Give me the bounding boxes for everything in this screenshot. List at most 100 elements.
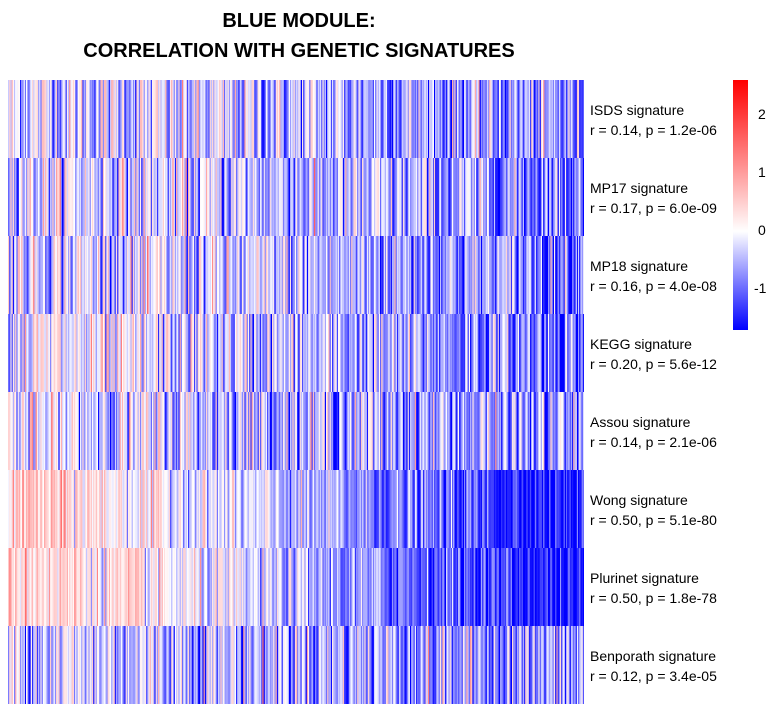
- heatmap-cell: [321, 626, 323, 704]
- heatmap-cell: [358, 158, 360, 236]
- heatmap-cell: [212, 80, 214, 158]
- heatmap-cell: [491, 470, 494, 548]
- heatmap-cell: [455, 626, 458, 704]
- heatmap-cell: [215, 392, 218, 470]
- heatmap-cell: [132, 80, 135, 158]
- heatmap-cell: [59, 470, 62, 548]
- heatmap-cell: [238, 158, 240, 236]
- heatmap-cell: [418, 158, 420, 236]
- heatmap-cell: [52, 626, 54, 704]
- heatmap-cell: [402, 314, 405, 392]
- heatmap-cell: [27, 548, 29, 626]
- heatmap-cell: [310, 314, 312, 392]
- heatmap-cell: [341, 80, 344, 158]
- heatmap-cell: [502, 626, 504, 704]
- heatmap-cell: [116, 470, 118, 548]
- heatmap-cell: [431, 80, 434, 158]
- heatmap-cell: [347, 236, 350, 314]
- heatmap-cell: [507, 548, 509, 626]
- heatmap-cell: [72, 236, 75, 314]
- heatmap-cell: [382, 80, 384, 158]
- heatmap-cell: [552, 80, 555, 158]
- heatmap-cell: [59, 158, 62, 236]
- heatmap-cell: [135, 314, 137, 392]
- heatmap-cell: [465, 236, 467, 314]
- heatmap-cell: [75, 626, 77, 704]
- heatmap-cell: [422, 548, 424, 626]
- heatmap-cell: [258, 80, 261, 158]
- heatmap-cell: [438, 314, 441, 392]
- heatmap-cell: [149, 392, 152, 470]
- heatmap-cell: [290, 392, 292, 470]
- heatmap-cell: [328, 236, 330, 314]
- heatmap-cell: [440, 392, 442, 470]
- heatmap-cell: [384, 314, 387, 392]
- heatmap-cell: [291, 548, 293, 626]
- heatmap-cell: [473, 158, 476, 236]
- heatmap-cell: [221, 236, 224, 314]
- heatmap-cell: [335, 626, 338, 704]
- heatmap-cell: [362, 80, 364, 158]
- heatmap-cell: [242, 470, 244, 548]
- heatmap-cell: [446, 626, 448, 704]
- heatmap-cell: [477, 470, 479, 548]
- heatmap-cell: [555, 314, 557, 392]
- heatmap-cell: [462, 236, 465, 314]
- heatmap-cell: [106, 158, 108, 236]
- heatmap-cell: [450, 548, 453, 626]
- heatmap-cell: [524, 80, 526, 158]
- heatmap-cell: [437, 548, 440, 626]
- heatmap-cell: [441, 158, 443, 236]
- heatmap-cell: [141, 80, 143, 158]
- heatmap-cell: [539, 470, 542, 548]
- heatmap-cell: [11, 548, 14, 626]
- heatmap-cell: [198, 236, 201, 314]
- heatmap-cell: [172, 314, 174, 392]
- heatmap-cell: [413, 470, 416, 548]
- heatmap-cell: [167, 158, 170, 236]
- heatmap-cell: [261, 314, 263, 392]
- heatmap-cell: [81, 626, 83, 704]
- heatmap-cell: [197, 548, 200, 626]
- heatmap-cell: [156, 392, 159, 470]
- heatmap-cell: [273, 548, 275, 626]
- heatmap-cell: [323, 158, 326, 236]
- heatmap-cell: [376, 626, 378, 704]
- heatmap-cell: [338, 470, 340, 548]
- heatmap-cell: [149, 314, 152, 392]
- heatmap-cell: [213, 80, 215, 158]
- heatmap-cell: [581, 314, 584, 392]
- heatmap-cell: [42, 548, 45, 626]
- heatmap-cell: [190, 470, 192, 548]
- heatmap-cell: [509, 548, 512, 626]
- heatmap-cell: [359, 158, 362, 236]
- heatmap-cell: [140, 314, 142, 392]
- heatmap-cell: [18, 80, 21, 158]
- heatmap-cell: [76, 626, 78, 704]
- heatmap-cell: [563, 626, 566, 704]
- heatmap-cell: [464, 626, 466, 704]
- heatmap-cell: [220, 80, 222, 158]
- heatmap-cell: [347, 314, 350, 392]
- heatmap-cell: [278, 626, 280, 704]
- heatmap-cell: [372, 470, 375, 548]
- heatmap-cell: [276, 470, 279, 548]
- heatmap-cell: [369, 236, 371, 314]
- heatmap-cell: [515, 626, 518, 704]
- heatmap-cell: [116, 158, 118, 236]
- heatmap-cell: [440, 158, 442, 236]
- heatmap-cell: [466, 470, 468, 548]
- heatmap-cell: [245, 158, 248, 236]
- heatmap-cell: [564, 80, 567, 158]
- heatmap-cell: [420, 314, 423, 392]
- heatmap-cell: [238, 470, 240, 548]
- heatmap-cell: [443, 626, 446, 704]
- heatmap-cell: [165, 392, 167, 470]
- heatmap-cell: [407, 626, 410, 704]
- heatmap-cell: [360, 314, 363, 392]
- heatmap-cell: [537, 158, 539, 236]
- heatmap-cell: [333, 548, 335, 626]
- heatmap-cell: [106, 392, 108, 470]
- heatmap-cell: [462, 80, 465, 158]
- heatmap-cell: [533, 80, 536, 158]
